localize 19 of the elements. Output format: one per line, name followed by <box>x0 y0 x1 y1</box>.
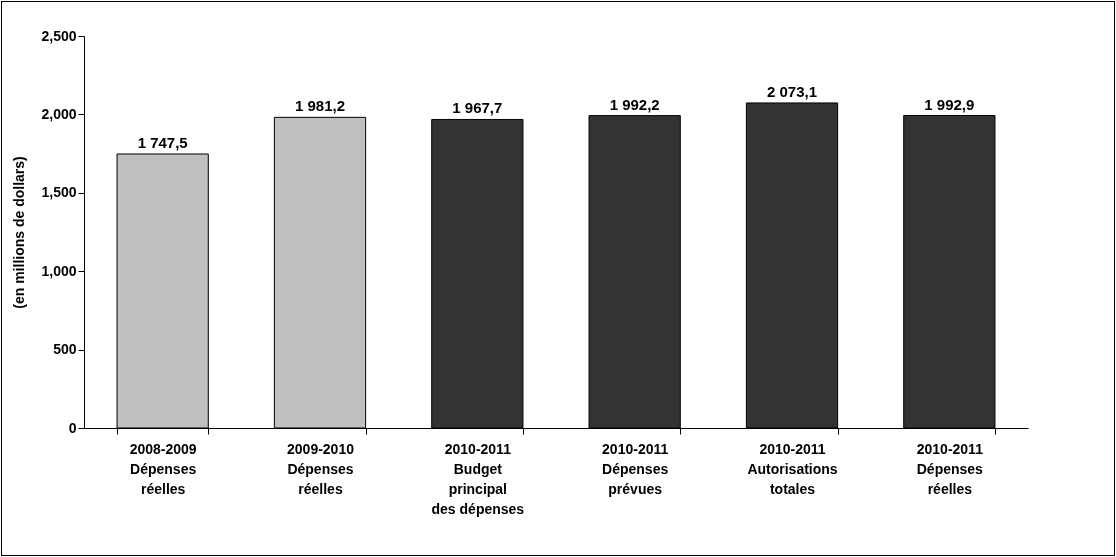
data-label: 1 747,5 <box>137 133 188 151</box>
x-tick-label: 2009-2010 Dépenses réelles <box>287 440 355 497</box>
y-tick-label: 1,000 <box>41 262 77 279</box>
y-axis-title: (en millions de dollars) <box>11 156 28 309</box>
x-tick-label: 2010-2011 Dépenses réelles <box>916 440 984 497</box>
data-label: 1 992,9 <box>924 95 975 113</box>
y-tick-label: 0 <box>68 419 77 436</box>
data-label: 1 967,7 <box>452 99 503 117</box>
x-tick-label: 2010-2011 Budget principal des dépenses <box>431 440 525 517</box>
x-tick-label: 2010-2011 Autorisations totales <box>747 440 838 497</box>
y-tick-label: 2,500 <box>41 27 77 44</box>
y-tick-label: 500 <box>53 341 77 358</box>
x-tick-label: 2010-2011 Dépenses prévues <box>602 440 669 497</box>
data-label: 1 981,2 <box>294 97 346 115</box>
data-label: 1 992,2 <box>609 95 660 113</box>
y-tick-label: 2,000 <box>41 105 77 122</box>
x-tick-label: 2008-2009 Dépenses réelles <box>129 440 197 497</box>
data-label: 2 073,1 <box>766 82 818 100</box>
y-tick-label: 1,500 <box>41 184 77 201</box>
